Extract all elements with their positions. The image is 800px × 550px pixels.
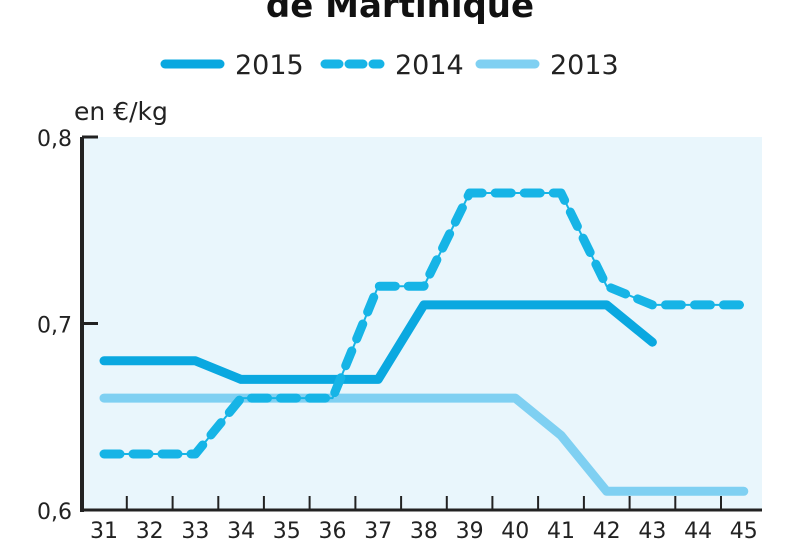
y-tick-label: 0,8: [37, 127, 72, 152]
series-line-2015: [99, 300, 657, 384]
x-tick-label: 45: [730, 519, 758, 544]
x-tick-label: 40: [501, 519, 529, 544]
x-tick-label: 44: [684, 519, 712, 544]
y-tick-label: 0,6: [37, 500, 72, 525]
series-line-2014: [99, 188, 749, 459]
x-tick-label: 38: [410, 519, 438, 544]
x-tick-label: 35: [273, 519, 301, 544]
legend-label-2013: 2013: [550, 50, 619, 81]
legend-label-2014: 2014: [395, 50, 464, 81]
x-tick-label: 32: [136, 519, 164, 544]
series-line-2013: [99, 393, 749, 496]
y-tick-label: 0,7: [37, 314, 72, 339]
y-axis-unit-label: en €/kg: [74, 97, 168, 126]
x-tick-label: 31: [90, 519, 118, 544]
x-tick-label: 36: [319, 519, 347, 544]
x-tick-label: 34: [227, 519, 255, 544]
x-tick-label: 33: [181, 519, 209, 544]
chart-title: de Martinique: [265, 0, 535, 26]
x-tick-label: 39: [456, 519, 484, 544]
legend-label-2015: 2015: [235, 50, 304, 81]
x-tick-label: 37: [364, 519, 392, 544]
x-tick-label: 42: [593, 519, 621, 544]
x-tick-label: 41: [547, 519, 575, 544]
x-tick-label: 43: [638, 519, 666, 544]
